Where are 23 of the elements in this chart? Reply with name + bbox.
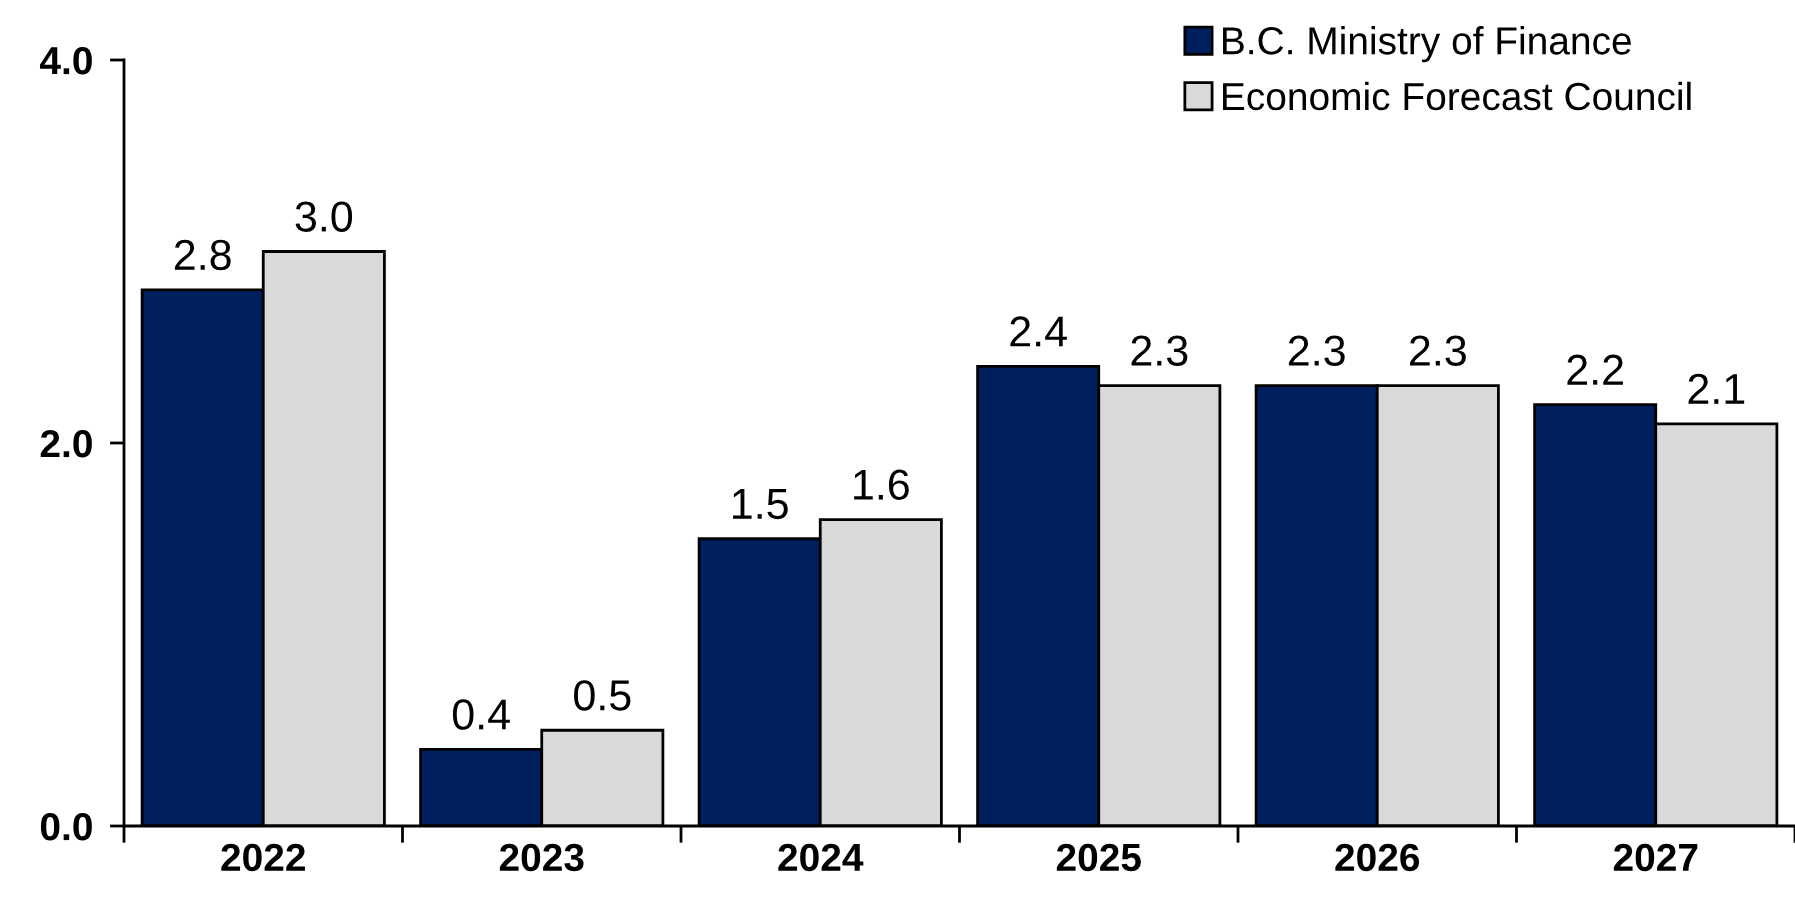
legend-label: Economic Forecast Council [1223,81,1691,111]
y-tick-label: 4.0 [39,46,92,75]
data-label: 1.5 [733,489,788,520]
data-label: 2.3 [1131,335,1188,366]
x-tick-label: 2027 [1613,843,1698,872]
data-label: 2.1 [1688,373,1745,404]
data-label: 0.4 [452,699,510,730]
y-tick-label: 2.0 [40,429,92,458]
data-label: 0.5 [574,680,631,711]
data-label: 1.6 [854,469,909,500]
data-label: 2.2 [1567,354,1623,385]
x-tick-label: 2024 [778,843,864,872]
y-tick-label: 0.0 [40,812,92,841]
data-label: 2.8 [174,239,231,271]
x-tick-label: 2022 [221,843,305,872]
x-tick-label: 2023 [499,843,584,872]
data-label: 2.3 [1288,335,1345,366]
x-tick-label: 2025 [1056,843,1141,872]
data-label: 2.3 [1410,335,1466,366]
data-label: 3.0 [295,201,353,232]
data-label: 2.4 [1010,316,1067,347]
legend-label: B.C. Ministry of Finance [1223,26,1631,63]
x-tick-label: 2026 [1335,843,1420,872]
